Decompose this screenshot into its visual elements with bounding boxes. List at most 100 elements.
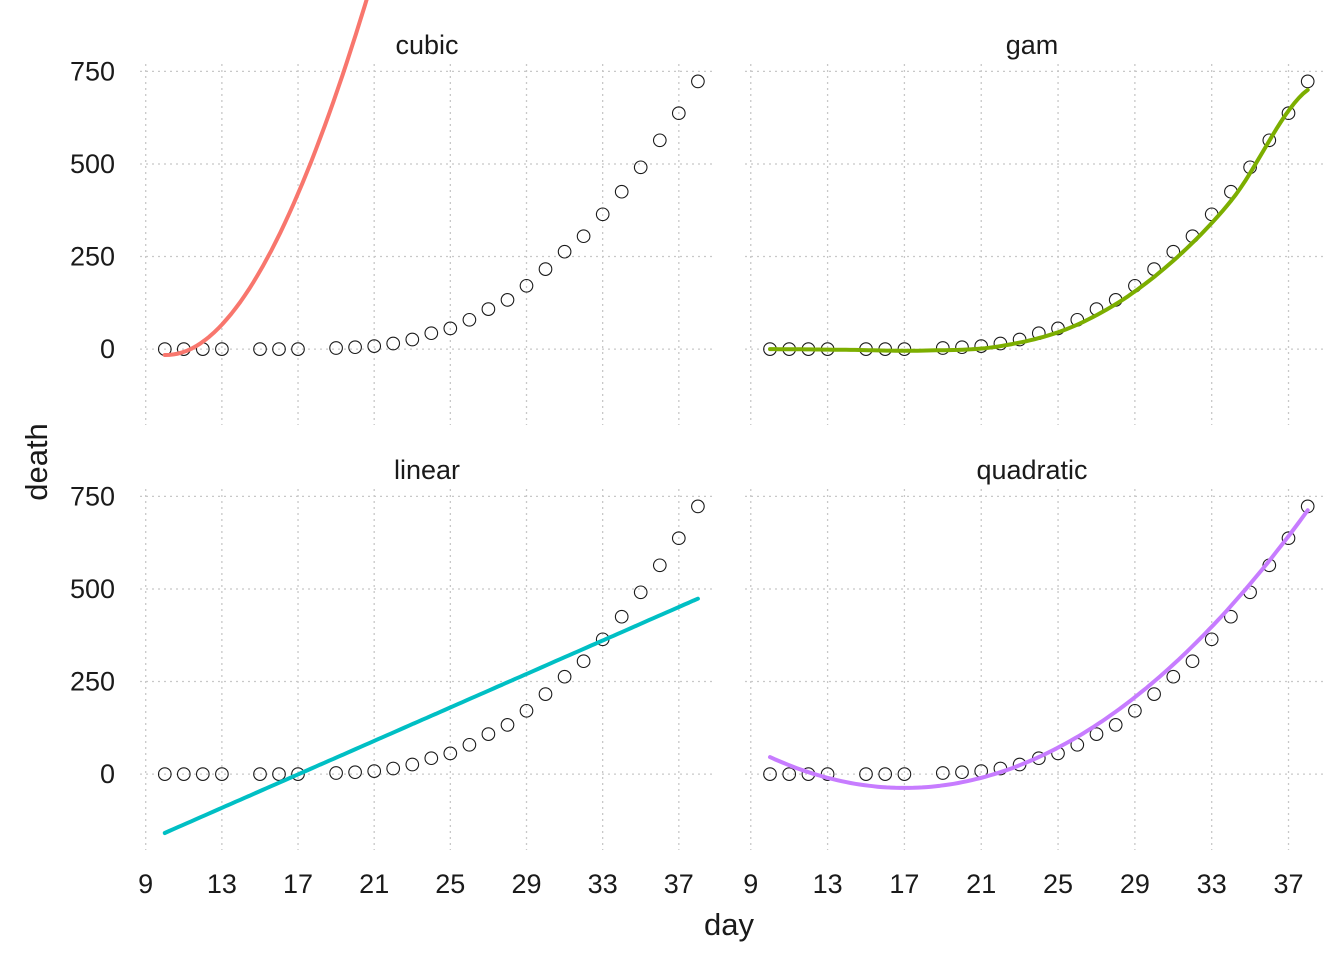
data-point <box>291 767 305 781</box>
data-point <box>291 342 305 356</box>
data-point <box>1166 669 1181 684</box>
data-point <box>1185 654 1200 669</box>
panel-gam <box>745 64 1325 425</box>
x-tick-label: 29 <box>1120 869 1150 899</box>
y-tick-label: 250 <box>70 242 115 272</box>
strip-label-linear: linear <box>394 455 460 485</box>
x-tick-label: 21 <box>966 869 996 899</box>
data-point <box>897 767 912 781</box>
data-point <box>691 499 705 514</box>
data-point <box>424 326 439 341</box>
data-point <box>763 767 777 781</box>
x-axis-ticks: 9 13 17 21 25 29 33 37 9 13 17 21 25 29 33 37 <box>138 869 1303 899</box>
data-point <box>557 244 572 259</box>
data-point <box>176 767 191 781</box>
data-point <box>538 262 553 276</box>
data-point <box>195 767 210 781</box>
data-point <box>272 342 286 356</box>
data-point <box>1281 106 1296 121</box>
data-point <box>557 669 572 684</box>
data-point <box>1128 703 1142 718</box>
data-point <box>519 278 534 293</box>
data-point <box>386 336 401 351</box>
data-point <box>955 765 969 780</box>
data-point <box>1300 74 1315 89</box>
data-point <box>595 207 610 222</box>
strip-label-quadratic: quadratic <box>976 455 1087 485</box>
data-point <box>935 341 950 355</box>
panel-cubic <box>140 0 715 425</box>
data-point <box>215 767 229 781</box>
data-point <box>614 184 629 199</box>
data-point <box>405 332 420 347</box>
data-point <box>1166 244 1181 259</box>
data-point <box>671 106 686 121</box>
panel-quadratic <box>745 489 1325 850</box>
data-point <box>253 767 267 781</box>
x-tick-label: 37 <box>1273 869 1303 899</box>
data-point <box>955 340 969 355</box>
data-point <box>652 558 667 573</box>
data-point <box>652 133 667 148</box>
data-point <box>576 229 591 244</box>
data-point <box>1262 133 1277 148</box>
data-point <box>386 761 401 776</box>
y-tick-label: 500 <box>70 574 115 604</box>
y-tick-label: 250 <box>70 667 115 697</box>
x-tick-label: 17 <box>889 869 919 899</box>
x-tick-label: 13 <box>813 869 843 899</box>
data-point <box>782 767 797 781</box>
y-tick-label: 0 <box>100 759 115 789</box>
data-point <box>329 341 343 355</box>
strip-label-cubic: cubic <box>395 30 458 60</box>
data-point <box>1108 718 1123 732</box>
x-tick-label: 17 <box>283 869 313 899</box>
data-point <box>481 727 496 741</box>
data-point <box>614 609 629 624</box>
y-tick-label: 750 <box>70 56 115 86</box>
data-point <box>367 339 382 353</box>
data-point <box>519 703 534 718</box>
data-point <box>576 654 591 669</box>
data-point <box>329 766 343 780</box>
strip-label-gam: gam <box>1006 30 1059 60</box>
x-tick-label: 25 <box>435 869 465 899</box>
x-tick-label: 13 <box>207 869 237 899</box>
data-point <box>405 757 420 772</box>
x-tick-label: 21 <box>359 869 389 899</box>
data-point <box>215 342 229 356</box>
x-tick-label: 25 <box>1043 869 1073 899</box>
data-point <box>859 767 873 781</box>
data-point <box>935 766 950 780</box>
data-point <box>691 74 705 89</box>
data-point <box>443 321 458 336</box>
data-point <box>500 718 515 732</box>
data-point <box>443 746 458 761</box>
data-point <box>1089 727 1104 741</box>
data-point <box>671 531 686 546</box>
data-point <box>500 293 515 307</box>
data-point <box>367 764 382 778</box>
x-tick-label: 37 <box>664 869 694 899</box>
x-axis-title: day <box>704 907 754 942</box>
data-point <box>424 751 439 766</box>
panel-linear <box>140 489 715 850</box>
data-point <box>253 342 267 356</box>
y-tick-label: 750 <box>70 481 115 511</box>
y-tick-label: 0 <box>100 334 115 364</box>
fit-line-cubic <box>162 0 369 357</box>
data-point <box>878 767 893 781</box>
data-point <box>1147 687 1161 701</box>
data-point <box>462 312 477 327</box>
data-point <box>157 767 172 781</box>
x-tick-label: 33 <box>588 869 618 899</box>
fit-line-linear <box>162 596 700 835</box>
data-point <box>633 160 648 175</box>
data-point <box>462 737 477 752</box>
data-point <box>1224 609 1238 624</box>
data-point <box>481 302 496 316</box>
x-tick-label: 9 <box>138 869 153 899</box>
data-point <box>272 767 286 781</box>
data-point <box>348 340 362 355</box>
